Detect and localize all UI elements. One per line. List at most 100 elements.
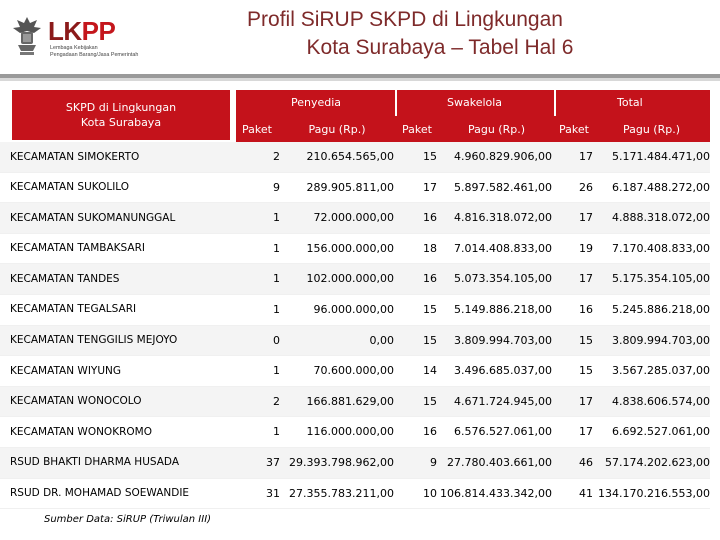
cell-penyedia-pagu: 210.654.565,00 xyxy=(306,150,394,163)
cell-swakelola-paket: 14 xyxy=(423,364,437,378)
cell-total-pagu: 6.692.527.061,00 xyxy=(612,425,710,439)
cell-skpd-name: RSUD BHAKTI DHARMA HUSADA xyxy=(10,456,180,469)
header-swakelola-pagu: Pagu (Rp.) xyxy=(438,116,555,142)
lkpp-logo: LKPP Lembaga Kebijakan Pengadaan Barang/… xyxy=(10,14,170,60)
cell-penyedia-paket: 1 xyxy=(273,272,280,286)
cell-penyedia-paket: 1 xyxy=(273,302,280,316)
cell-swakelola-paket: 15 xyxy=(423,150,437,163)
cell-penyedia-pagu: 96.000.000,00 xyxy=(313,302,394,316)
cell-swakelola-paket: 15 xyxy=(423,394,437,408)
cell-skpd-name: KECAMATAN SIMOKERTO xyxy=(10,150,140,163)
cell-total-paket: 46 xyxy=(579,455,593,469)
cell-total-pagu: 3.567.285.037,00 xyxy=(612,364,710,378)
cell-swakelola-paket: 16 xyxy=(423,425,437,439)
cell-penyedia-paket: 0 xyxy=(273,333,280,347)
header-divider-light xyxy=(0,78,720,81)
cell-total-pagu: 3.809.994.703,00 xyxy=(612,333,710,347)
slide-header: LKPP Lembaga Kebijakan Pengadaan Barang/… xyxy=(0,0,720,81)
header-total-pagu: Pagu (Rp.) xyxy=(593,116,710,142)
logo-brand: LKPP xyxy=(48,16,116,46)
header-swakelola: Swakelola xyxy=(447,96,503,109)
cell-skpd-name: RSUD DR. MOHAMAD SOEWANDIE xyxy=(10,487,190,500)
cell-total-paket: 19 xyxy=(579,241,593,255)
cell-total-paket: 17 xyxy=(579,272,593,286)
cell-swakelola-pagu: 3.496.685.037,00 xyxy=(454,364,552,378)
header-separator xyxy=(554,90,556,116)
table-row: KECAMATAN TEGALSARI 1 96.000.000,00 15 5… xyxy=(0,295,710,326)
sirup-table: SKPD di Lingkungan Kota Surabaya Penyedi… xyxy=(0,86,710,510)
table-row: KECAMATAN WONOKROMO 1 116.000.000,00 16 … xyxy=(0,417,710,448)
cell-penyedia-paket: 2 xyxy=(273,394,280,408)
cell-skpd-name: KECAMATAN WIYUNG xyxy=(10,364,122,377)
cell-total-pagu: 134.170.216.553,00 xyxy=(598,486,710,500)
cell-total-paket: 15 xyxy=(579,364,593,378)
table-header: SKPD di Lingkungan Kota Surabaya Penyedi… xyxy=(0,86,710,142)
header-swakelola-paket: Paket xyxy=(396,116,438,142)
cell-total-pagu: 5.175.354.105,00 xyxy=(612,272,710,286)
cell-total-paket: 41 xyxy=(579,486,593,500)
cell-skpd-name: KECAMATAN TANDES xyxy=(10,272,120,285)
table-row: KECAMATAN TANDES 1 102.000.000,00 16 5.0… xyxy=(0,264,710,295)
cell-swakelola-pagu: 4.816.318.072,00 xyxy=(454,211,552,225)
cell-swakelola-pagu: 7.014.408.833,00 xyxy=(454,241,552,255)
cell-skpd-name: KECAMATAN SUKOLILO xyxy=(10,181,130,194)
cell-swakelola-paket: 15 xyxy=(423,333,437,347)
title-line-1: Profil SiRUP SKPD di Lingkungan xyxy=(247,8,563,31)
cell-penyedia-pagu: 29.393.798.962,00 xyxy=(289,455,394,469)
table-row: KECAMATAN WIYUNG 1 70.600.000,00 14 3.49… xyxy=(0,356,710,387)
cell-swakelola-paket: 16 xyxy=(423,272,437,286)
table-body: KECAMATAN SIMOKERTO 2 210.654.565,00 15 … xyxy=(0,142,710,510)
logo-subtitle: Lembaga Kebijakan Pengadaan Barang/Jasa … xyxy=(50,45,139,58)
cell-penyedia-pagu: 70.600.000,00 xyxy=(313,364,394,378)
cell-total-pagu: 5.171.484.471,00 xyxy=(612,150,710,163)
cell-penyedia-paket: 31 xyxy=(266,486,280,500)
header-penyedia-pagu: Pagu (Rp.) xyxy=(278,116,396,142)
cell-skpd-name: KECAMATAN TEGALSARI xyxy=(10,303,137,316)
table-row: KECAMATAN SUKOMANUNGGAL 1 72.000.000,00 … xyxy=(0,203,710,234)
cell-total-pagu: 7.170.408.833,00 xyxy=(612,241,710,255)
cell-penyedia-pagu: 156.000.000,00 xyxy=(306,241,394,255)
cell-swakelola-pagu: 5.073.354.105,00 xyxy=(454,272,552,286)
cell-total-paket: 16 xyxy=(579,302,593,316)
cell-swakelola-paket: 16 xyxy=(423,211,437,225)
source-note: Sumber Data: SiRUP (Triwulan III) xyxy=(44,514,212,525)
cell-penyedia-pagu: 72.000.000,00 xyxy=(313,211,394,225)
cell-penyedia-paket: 37 xyxy=(266,455,280,469)
cell-swakelola-pagu: 6.576.527.061,00 xyxy=(454,425,552,439)
page-title: Profil SiRUP SKPD di Lingkungan Kota Sur… xyxy=(170,6,640,62)
cell-total-paket: 17 xyxy=(579,211,593,225)
table-row: KECAMATAN SIMOKERTO 2 210.654.565,00 15 … xyxy=(0,142,710,173)
table-row: KECAMATAN TAMBAKSARI 1 156.000.000,00 18… xyxy=(0,234,710,265)
cell-swakelola-pagu: 27.780.403.661,00 xyxy=(447,455,552,469)
cell-total-paket: 17 xyxy=(579,150,593,163)
cell-skpd-name: KECAMATAN WONOKROMO xyxy=(10,425,152,438)
cell-swakelola-pagu: 5.897.582.461,00 xyxy=(454,180,552,194)
cell-penyedia-paket: 1 xyxy=(273,241,280,255)
cell-total-pagu: 5.245.886.218,00 xyxy=(612,302,710,316)
cell-penyedia-paket: 1 xyxy=(273,425,280,439)
cell-penyedia-pagu: 116.000.000,00 xyxy=(306,425,394,439)
cell-penyedia-paket: 2 xyxy=(273,150,280,163)
header-groups: Penyedia Swakelola Total xyxy=(236,90,710,116)
cell-swakelola-pagu: 4.960.829.906,00 xyxy=(454,150,552,163)
cell-penyedia-pagu: 0,00 xyxy=(369,333,395,347)
cell-swakelola-paket: 18 xyxy=(423,241,437,255)
cell-swakelola-pagu: 4.671.724.945,00 xyxy=(454,394,552,408)
title-line-2: Kota Surabaya – Tabel Hal 6 xyxy=(306,36,574,59)
cell-skpd-name: KECAMATAN SUKOMANUNGGAL xyxy=(10,211,176,224)
cell-swakelola-paket: 15 xyxy=(423,302,437,316)
cell-skpd-name: KECAMATAN TAMBAKSARI xyxy=(10,242,145,255)
cell-total-pagu: 57.174.202.623,00 xyxy=(605,455,710,469)
header-total: Total xyxy=(617,96,643,109)
header-divider xyxy=(0,74,720,78)
table-row: KECAMATAN SUKOLILO 9 289.905.811,00 17 5… xyxy=(0,173,710,204)
cell-swakelola-paket: 10 xyxy=(423,486,437,500)
cell-swakelola-pagu: 106.814.433.342,00 xyxy=(440,486,552,500)
table-row: RSUD BHAKTI DHARMA HUSADA 37 29.393.798.… xyxy=(0,447,710,479)
cell-total-pagu: 6.187.488.272,00 xyxy=(612,180,710,194)
table-row: KECAMATAN TENGGILIS MEJOYO 0 0,00 15 3.8… xyxy=(0,325,710,357)
table-row: RSUD DR. MOHAMAD SOEWANDIE 31 27.355.783… xyxy=(0,479,710,510)
cell-penyedia-pagu: 102.000.000,00 xyxy=(306,272,394,286)
cell-swakelola-paket: 9 xyxy=(430,455,437,469)
cell-total-paket: 17 xyxy=(579,425,593,439)
